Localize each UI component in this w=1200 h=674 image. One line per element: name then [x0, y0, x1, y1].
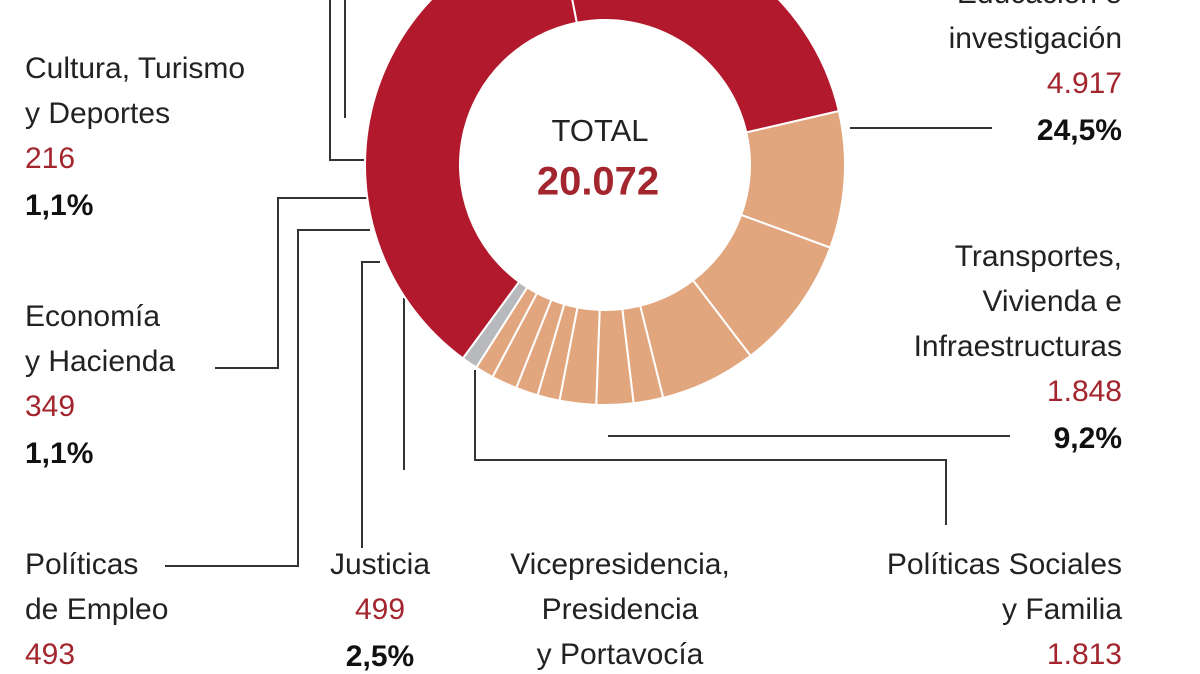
value-label: 349 [25, 390, 75, 423]
donut [364, 0, 846, 406]
category-label: investigación [949, 22, 1122, 55]
leader-line [474, 370, 947, 525]
category-label: Políticas [25, 548, 138, 581]
category-label: y Deportes [25, 97, 170, 130]
leader-lines [165, 0, 1010, 567]
category-label: Vicepresidencia, [510, 548, 730, 581]
category-label: Justicia [330, 548, 430, 581]
leader-line [165, 229, 370, 567]
percent-label: 1,1% [25, 437, 93, 470]
value-label: 499 [355, 593, 405, 626]
category-label: Educación e [957, 0, 1122, 10]
percent-label: 2,5% [346, 640, 414, 673]
category-label: y Hacienda [25, 345, 175, 378]
leader-line [215, 197, 368, 369]
category-label: Presidencia [542, 593, 699, 626]
center-title: TOTAL [551, 113, 648, 148]
value-label: 493 [25, 638, 75, 671]
leader-line [329, 0, 368, 161]
percent-label: 9,2% [1054, 422, 1122, 455]
value-label: 216 [25, 142, 75, 175]
category-label: Políticas Sociales [887, 548, 1122, 581]
category-label: Cultura, Turismo [25, 52, 245, 85]
category-label: y Portavocía [537, 638, 704, 671]
category-label: Vivienda e [982, 285, 1122, 318]
slice [571, 0, 841, 134]
value-label: 1.813 [1047, 638, 1122, 671]
category-label: Transportes, [955, 240, 1122, 273]
labels: Transportes, Vivienda e Infraestructuras 1.… [25, 0, 1122, 673]
category-label: y Familia [1002, 593, 1122, 626]
category-label: de Empleo [25, 593, 168, 626]
percent-label: 1,1% [25, 189, 93, 222]
leader-line [361, 261, 380, 548]
center-value: 20.072 [537, 160, 659, 204]
value-label: 4.917 [1047, 67, 1122, 100]
value-label: 1.848 [1047, 375, 1122, 408]
category-label: Economía [25, 300, 160, 333]
slice [364, 0, 579, 360]
category-label: Infraestructuras [914, 330, 1122, 363]
percent-label: 24,5% [1037, 114, 1122, 147]
